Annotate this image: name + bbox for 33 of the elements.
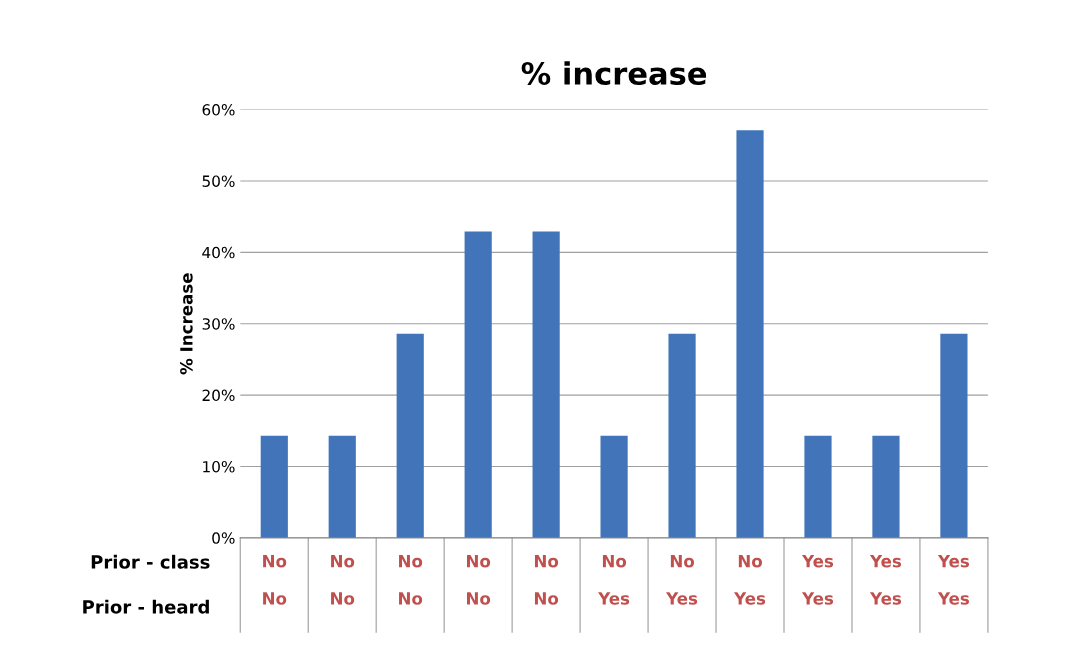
bar xyxy=(600,435,628,538)
bar xyxy=(260,435,288,538)
bar xyxy=(328,435,356,538)
y-tick-label: 50% xyxy=(202,175,235,187)
category-label: No No xyxy=(399,555,423,605)
category-label: No No xyxy=(467,555,491,605)
bar xyxy=(668,333,696,538)
bar xyxy=(396,333,424,538)
chart-title: % increase xyxy=(521,61,707,85)
y-tick-label: 0% xyxy=(212,532,235,544)
bar xyxy=(736,130,764,538)
bar xyxy=(940,333,968,538)
y-tick-label: 20% xyxy=(202,389,235,402)
bar xyxy=(464,231,492,538)
category-label: No No xyxy=(263,555,287,605)
bar xyxy=(532,231,560,538)
text: Prior - heard xyxy=(83,599,209,614)
bar xyxy=(872,435,900,538)
y-tick-label: 30% xyxy=(202,318,235,330)
category-label: No Yes xyxy=(666,555,698,605)
text: Prior - class xyxy=(91,554,210,569)
y-tick-label: 10% xyxy=(203,460,235,473)
y-tick-label: 40% xyxy=(202,246,235,259)
category-label: Yes Yes xyxy=(937,555,970,605)
category-label: No Yes xyxy=(733,555,766,605)
category-label: No No xyxy=(331,555,355,605)
category-label: Yes Yes xyxy=(801,555,834,605)
y-tick-label: 60% xyxy=(202,104,235,116)
category-label: No Yes xyxy=(598,555,630,605)
category-label: No No xyxy=(534,555,559,605)
y-axis-title: % Increase xyxy=(180,273,193,375)
category-label: Yes Yes xyxy=(869,555,902,605)
bar xyxy=(804,435,832,538)
